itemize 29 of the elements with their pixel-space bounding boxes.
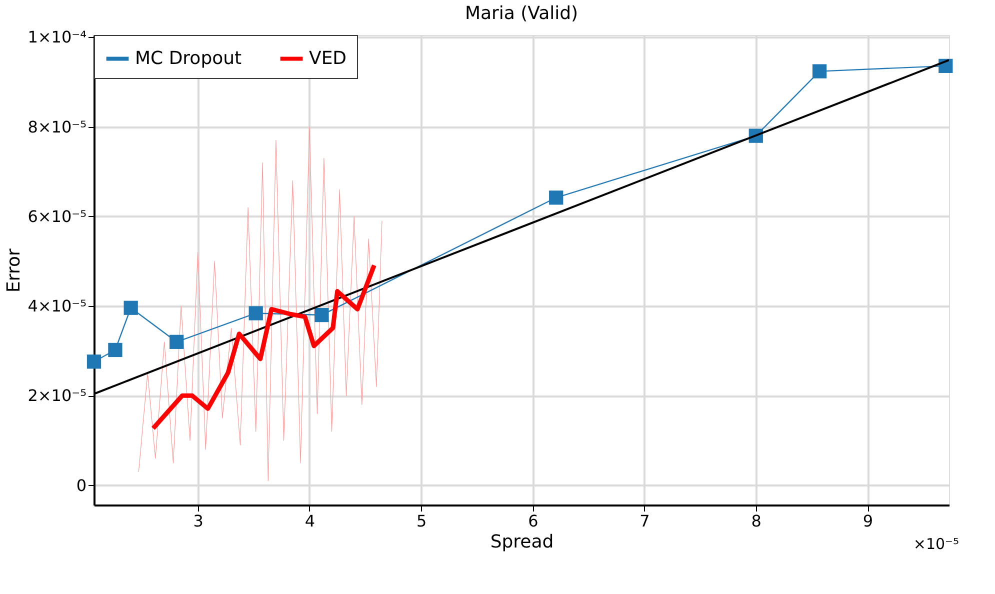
x-tick-label: 9	[862, 512, 874, 530]
x-tick-label: 6	[528, 512, 538, 530]
x-tick-label: 4	[304, 512, 316, 530]
x-axis-title: Spread	[490, 532, 554, 552]
legend-label: VED	[309, 48, 347, 69]
x-tick-label: 7	[640, 512, 650, 530]
line-series	[138, 126, 382, 482]
y-tick-label: 6×10⁻⁵	[28, 206, 86, 226]
point	[124, 300, 138, 315]
y-tick-label: 4×10⁻⁵	[28, 296, 86, 316]
y-tick-label: 0	[76, 476, 86, 495]
y-tick-label: 1×10⁻⁴	[28, 28, 86, 47]
chart-title: Maria (Valid)	[464, 3, 578, 24]
point	[170, 334, 184, 349]
point	[549, 190, 564, 205]
x-tick-label: 8	[751, 512, 762, 530]
point	[812, 64, 827, 78]
point	[86, 354, 102, 369]
x-tick-label: 3	[193, 512, 204, 530]
point	[314, 308, 329, 322]
legend-label: MC Dropout	[135, 48, 242, 69]
y-tick-label: 8×10⁻⁵	[28, 117, 86, 136]
line-series	[150, 263, 376, 431]
text: ×10⁻⁵	[913, 535, 959, 553]
x-tick-label: 5	[416, 512, 427, 530]
y-axis-title: Error	[4, 248, 25, 292]
point	[108, 342, 122, 358]
point	[248, 306, 263, 320]
y-tick-label: 2×10⁻⁵	[28, 386, 86, 406]
